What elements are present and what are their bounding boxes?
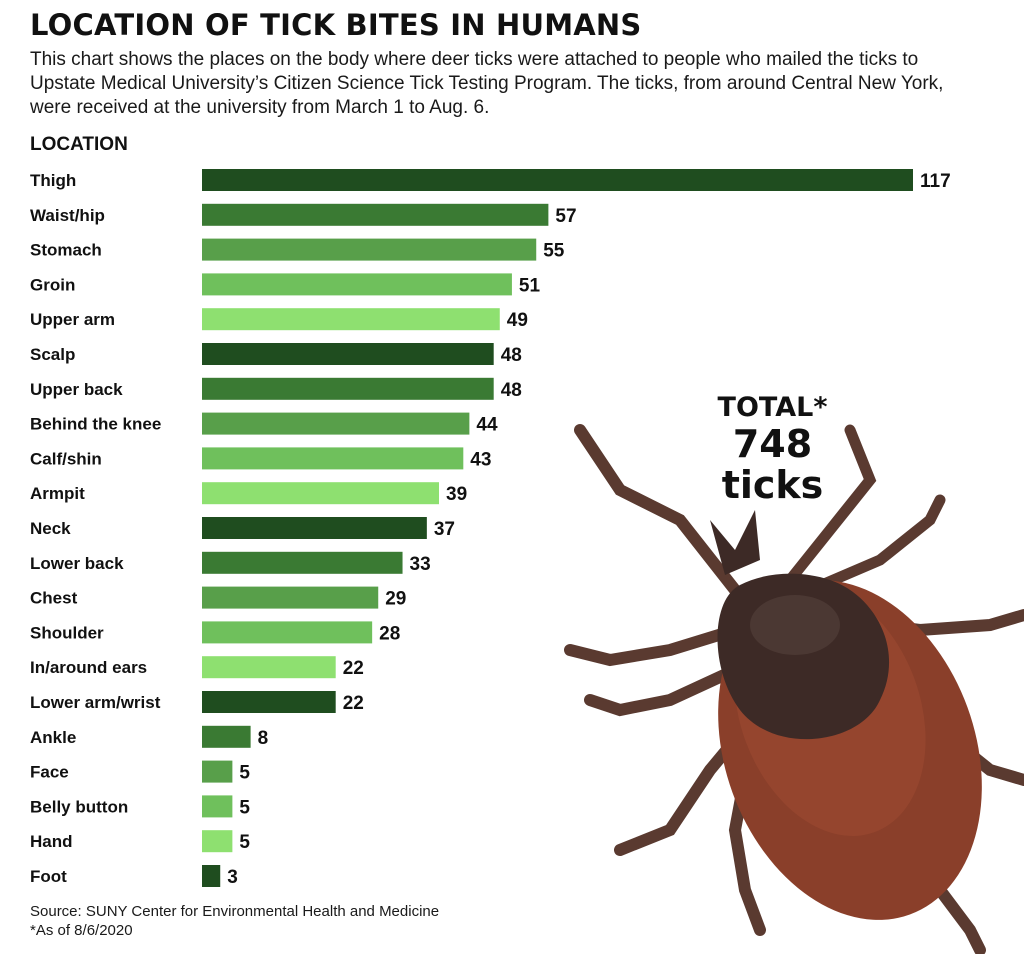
value-label: 33 — [410, 554, 431, 575]
category-label: Behind the knee — [30, 415, 161, 434]
bar — [202, 551, 403, 574]
category-label: Shoulder — [30, 623, 104, 642]
bar — [202, 586, 379, 609]
bar — [202, 238, 537, 261]
category-label: Thigh — [30, 171, 76, 190]
value-label: 48 — [501, 380, 522, 401]
value-label: 5 — [239, 763, 250, 784]
value-label: 29 — [385, 589, 406, 610]
bar — [202, 621, 373, 644]
value-label: 117 — [920, 171, 951, 192]
bar — [202, 343, 494, 365]
category-label: Hand — [30, 832, 73, 851]
category-label: Stomach — [30, 241, 102, 260]
value-label: 39 — [446, 484, 467, 505]
value-label: 49 — [507, 310, 528, 331]
value-label: 57 — [555, 206, 576, 227]
bar — [202, 203, 549, 226]
category-label: Upper arm — [30, 310, 115, 329]
category-label: Chest — [30, 589, 78, 608]
value-label: 3 — [227, 867, 238, 888]
value-label: 22 — [343, 658, 364, 679]
bar — [202, 169, 913, 191]
category-label: In/around ears — [30, 658, 147, 677]
source-text: Source: SUNY Center for Environmental He… — [30, 903, 440, 920]
bar — [202, 865, 221, 887]
category-label: Armpit — [30, 484, 85, 503]
chart-subtitle: This chart shows the places on the body … — [30, 49, 944, 118]
total-number: 748 — [732, 422, 813, 466]
bar — [202, 830, 233, 853]
total-callout: TOTAL* 748 ticks — [700, 392, 845, 506]
value-label: 37 — [434, 519, 455, 540]
value-label: 5 — [239, 797, 250, 818]
category-label: Neck — [30, 519, 71, 538]
value-label: 5 — [239, 832, 250, 853]
category-label: Waist/hip — [30, 206, 105, 225]
source-footnote: Source: SUNY Center for Environmental He… — [30, 902, 439, 940]
category-label: Face — [30, 763, 69, 782]
category-label: Belly button — [30, 797, 128, 816]
bar — [202, 447, 464, 470]
bar — [202, 377, 494, 400]
category-label: Lower back — [30, 554, 124, 573]
bar — [202, 656, 336, 679]
category-label: Lower arm/wrist — [30, 693, 161, 712]
bar — [202, 412, 470, 435]
bar — [202, 760, 233, 783]
category-label: Scalp — [30, 345, 75, 364]
category-label: Groin — [30, 275, 75, 294]
category-label: Ankle — [30, 728, 76, 747]
value-label: 28 — [379, 623, 400, 644]
category-label: Upper back — [30, 380, 123, 399]
bar — [202, 691, 336, 713]
axis-heading-location: LOCATION — [30, 134, 128, 155]
tick-mouthparts — [710, 510, 760, 575]
bar — [202, 482, 439, 505]
value-label: 51 — [519, 275, 541, 296]
value-label: 44 — [476, 415, 498, 436]
value-label: 43 — [470, 449, 491, 470]
category-label: Foot — [30, 867, 67, 886]
value-label: 55 — [543, 241, 565, 262]
bar — [202, 795, 233, 818]
value-label: 22 — [343, 693, 364, 714]
bar — [202, 725, 251, 748]
asof-note: *As of 8/6/2020 — [30, 922, 133, 939]
bar — [202, 308, 500, 331]
value-label: 48 — [501, 345, 522, 366]
value-label: 8 — [258, 728, 269, 749]
bar — [202, 273, 512, 296]
chart-title: LOCATION OF TICK BITES IN HUMANS — [30, 8, 642, 42]
total-label: TOTAL* — [717, 392, 828, 423]
category-label: Calf/shin — [30, 449, 102, 468]
total-unit: ticks — [721, 463, 824, 507]
bar — [202, 517, 427, 539]
tick-illustration-icon — [564, 424, 1024, 954]
